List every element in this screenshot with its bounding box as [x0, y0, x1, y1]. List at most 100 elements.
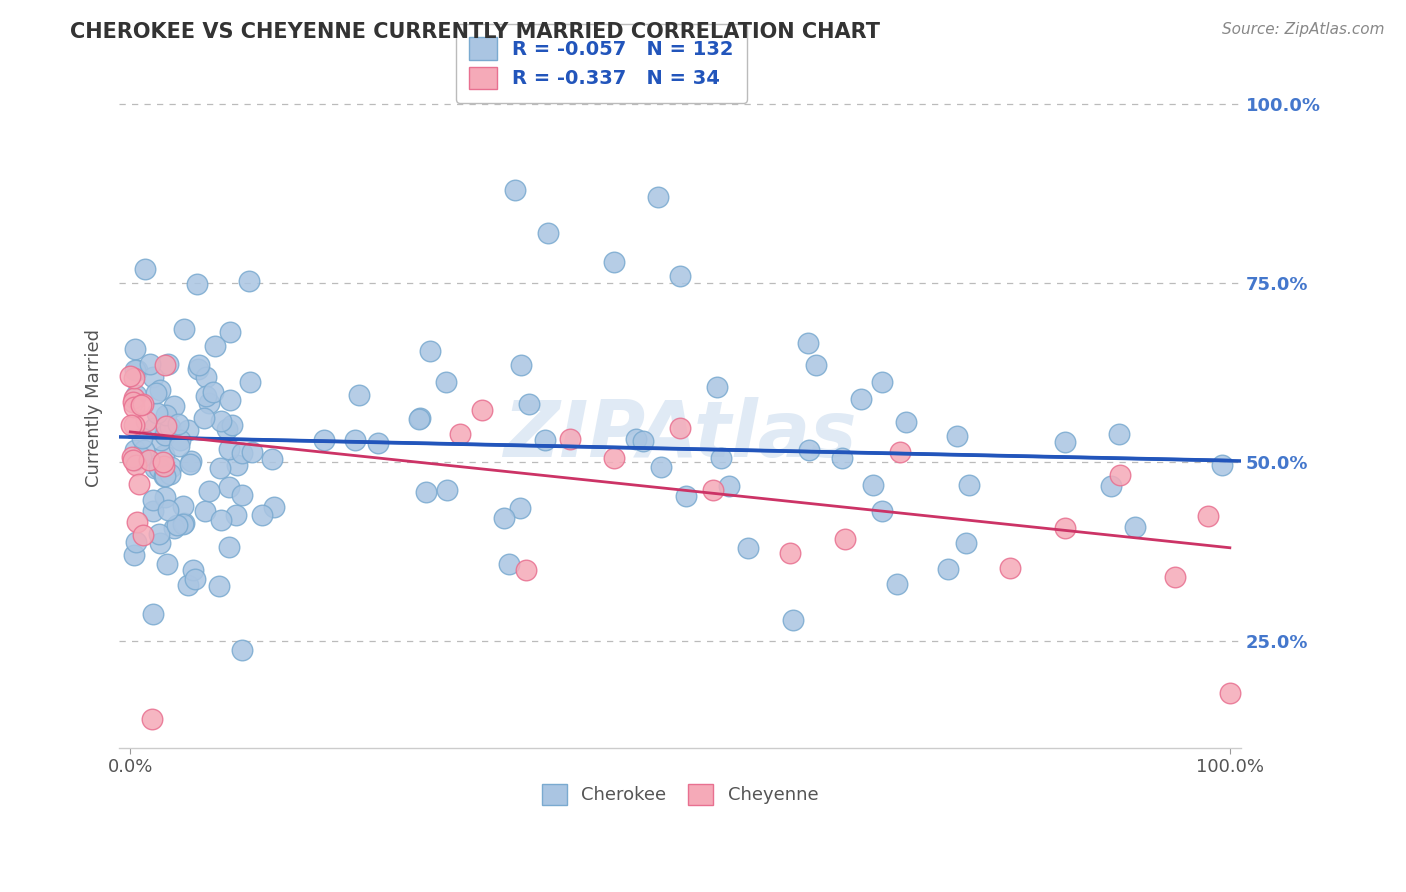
Point: [197, 396, 219, 410]
Point: [156, 503, 179, 517]
Point: [503, 183, 526, 197]
Point: [603, 450, 626, 465]
Point: [225, 508, 247, 523]
Point: [957, 477, 980, 491]
Point: [209, 414, 232, 428]
Point: [187, 358, 209, 372]
Point: [204, 339, 226, 353]
Point: [208, 578, 231, 592]
Point: [163, 399, 186, 413]
Point: [145, 385, 167, 400]
Point: [125, 363, 148, 377]
Point: [1053, 521, 1076, 535]
Point: [1219, 685, 1241, 699]
Point: [217, 422, 239, 436]
Point: [152, 459, 174, 474]
Point: [160, 459, 183, 474]
Point: [179, 457, 201, 471]
Point: [125, 458, 148, 472]
Point: [172, 499, 194, 513]
Point: [806, 358, 828, 372]
Point: [153, 424, 176, 438]
Point: [145, 406, 167, 420]
Point: [889, 445, 911, 459]
Point: [367, 436, 389, 450]
Point: [344, 433, 367, 447]
Point: [134, 262, 156, 277]
Point: [312, 433, 335, 447]
Point: [122, 417, 145, 432]
Point: [603, 254, 626, 268]
Point: [669, 268, 692, 283]
Point: [135, 414, 157, 428]
Point: [142, 421, 165, 435]
Point: [238, 274, 260, 288]
Point: [195, 389, 218, 403]
Point: [471, 403, 494, 417]
Point: [129, 398, 152, 412]
Point: [517, 397, 540, 411]
Point: [1164, 570, 1187, 584]
Point: [650, 460, 672, 475]
Point: [142, 503, 165, 517]
Point: [492, 511, 515, 525]
Point: [706, 380, 728, 394]
Point: [219, 393, 242, 408]
Point: [533, 433, 555, 447]
Point: [797, 336, 820, 351]
Point: [159, 467, 181, 481]
Point: [148, 527, 170, 541]
Text: CHEROKEE VS CHEYENNE CURRENTLY MARRIED CORRELATION CHART: CHEROKEE VS CHEYENNE CURRENTLY MARRIED C…: [70, 22, 880, 42]
Point: [510, 358, 533, 372]
Point: [138, 357, 160, 371]
Point: [177, 423, 200, 437]
Point: [181, 563, 204, 577]
Point: [169, 433, 191, 447]
Point: [122, 371, 145, 385]
Point: [128, 476, 150, 491]
Point: [894, 415, 917, 429]
Point: [631, 434, 654, 449]
Point: [153, 358, 176, 372]
Point: [862, 478, 884, 492]
Point: [132, 528, 155, 542]
Point: [194, 504, 217, 518]
Point: [239, 375, 262, 389]
Point: [124, 342, 146, 356]
Point: [141, 713, 163, 727]
Point: [121, 450, 143, 465]
Point: [558, 432, 581, 446]
Point: [209, 513, 232, 527]
Point: [449, 426, 471, 441]
Point: [142, 493, 165, 508]
Point: [167, 439, 190, 453]
Point: [250, 508, 273, 522]
Point: [155, 469, 177, 483]
Point: [702, 483, 724, 497]
Point: [124, 363, 146, 377]
Point: [409, 411, 432, 425]
Point: [172, 516, 194, 531]
Point: [148, 461, 170, 475]
Point: [218, 540, 240, 554]
Point: [180, 453, 202, 467]
Point: [153, 428, 176, 442]
Point: [231, 446, 253, 460]
Point: [193, 411, 215, 425]
Point: [163, 521, 186, 535]
Point: [142, 607, 165, 621]
Point: [231, 643, 253, 657]
Point: [155, 418, 177, 433]
Legend: Cherokee, Cheyenne: Cherokee, Cheyenne: [533, 775, 828, 814]
Point: [122, 400, 145, 414]
Point: [1211, 458, 1233, 472]
Point: [121, 453, 143, 467]
Point: [218, 442, 240, 456]
Point: [167, 417, 190, 431]
Point: [737, 541, 759, 556]
Point: [408, 411, 430, 425]
Point: [132, 397, 155, 411]
Point: [184, 572, 207, 586]
Point: [127, 515, 149, 529]
Point: [537, 226, 560, 240]
